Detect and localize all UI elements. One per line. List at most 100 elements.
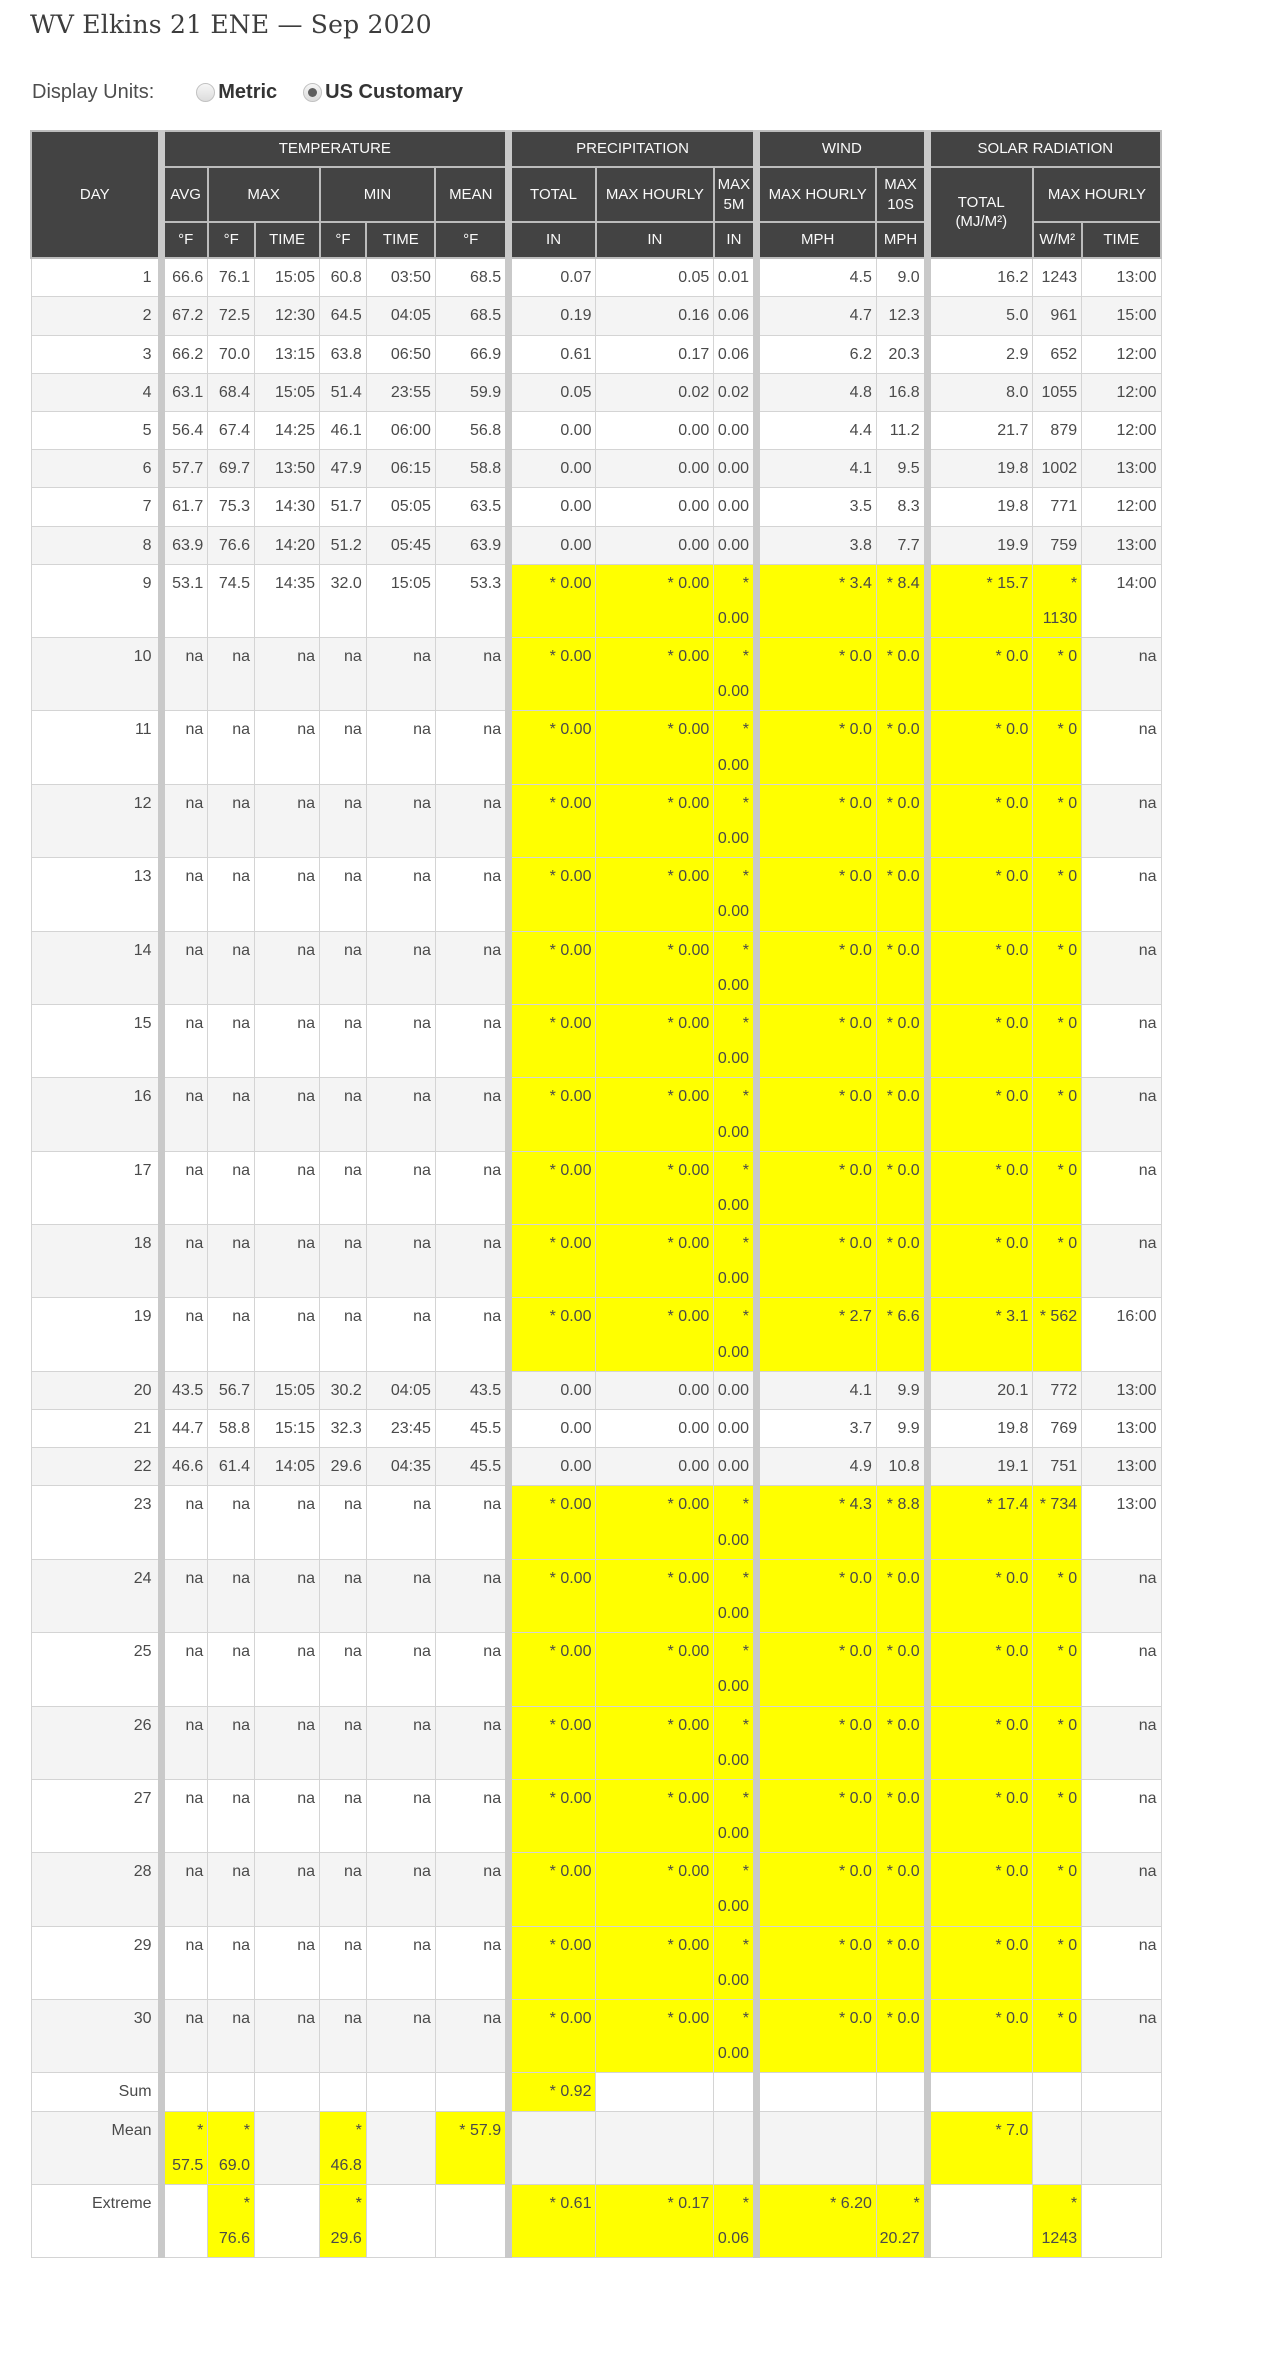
cell-solar-max-time: na (1081, 1852, 1162, 1927)
cell-solar-max-wm2: 772 (1032, 1370, 1083, 1411)
cell-day: 19 (30, 1297, 162, 1372)
cell-wind-max-10s: * 0.0 (875, 1998, 928, 2074)
cell-temp-min-f: 47.9 (319, 449, 367, 489)
cell-wind-max-hourly: * 3.4 (753, 563, 877, 639)
cell-solar-max-wm2: 769 (1032, 1408, 1083, 1449)
cell-solar-max-wm2: 1243 (1032, 257, 1083, 298)
cell-temp-max-f: 76.6 (207, 525, 256, 565)
cell-precip-max-5m: 0.00 (713, 410, 757, 451)
cell-precip-max-5m: * 0.00 (713, 1632, 757, 1707)
cell-temp-avg: na (157, 1632, 209, 1707)
table-body: 1 66.6 76.1 15:05 60.8 03:50 68.5 0.07 0.05 0.01 4… (30, 257, 1162, 2259)
radio-option-us-customary[interactable]: US Customary (303, 81, 463, 104)
table-row: Mean * 57.5 * 69.0 * 46.8 * 57.9 * 7.0 (30, 2110, 1162, 2185)
cell-temp-min-f: na (319, 637, 367, 712)
cell-solar-total: * 0.0 (923, 1003, 1034, 1079)
cell-solar-max-time (1081, 2110, 1162, 2185)
cell-solar-max-time: na (1081, 710, 1162, 785)
cell-wind-max-10s: * 0.0 (875, 1077, 928, 1152)
cell-temp-min-f: na (319, 1558, 367, 1634)
radio-button-us-customary-icon[interactable] (303, 83, 323, 102)
cell-wind-max-hourly: 4.9 (753, 1447, 877, 1487)
cell-solar-total: * 17.4 (923, 1485, 1034, 1560)
cell-wind-max-10s (875, 2110, 928, 2185)
cell-temp-min-f: na (319, 1925, 367, 2001)
table-row: 23 na na na na na na * 0.00 * 0.00 * 0.00 * 4.3 * 8… (30, 1485, 1162, 1560)
cell-wind-max-hourly: 3.7 (753, 1408, 877, 1449)
cell-wind-max-10s: * 0.0 (875, 1150, 928, 1226)
cell-solar-max-wm2: * 734 (1032, 1485, 1083, 1560)
cell-day: Mean (30, 2110, 162, 2185)
cell-solar-max-wm2 (1032, 2072, 1083, 2112)
cell-wind-max-10s: * 20.27 (875, 2183, 928, 2259)
cell-wind-max-hourly: * 0.0 (753, 1558, 877, 1634)
cell-precip-max-5m: * 0.00 (713, 930, 757, 1005)
cell-temp-min-f: na (319, 1297, 367, 1372)
group-header-solar-radiation: SOLAR RADIATION (923, 130, 1162, 168)
cell-temp-min-time (365, 2072, 436, 2112)
cell-solar-max-time: 13:00 (1081, 449, 1162, 489)
cell-temp-max-time: 14:05 (254, 1447, 321, 1487)
cell-wind-max-hourly: * 0.0 (753, 1632, 877, 1707)
cell-day: 21 (30, 1408, 162, 1449)
cell-precip-max-5m: * 0.00 (713, 710, 757, 785)
cell-temp-max-time: na (254, 1705, 321, 1780)
cell-precip-max-hourly: * 0.17 (595, 2183, 715, 2259)
radio-label-us-customary: US Customary (325, 81, 463, 103)
cell-precip-max-5m: 0.00 (713, 487, 757, 527)
unit-header-total-in: IN (505, 221, 597, 260)
cell-precip-max-hourly: 0.00 (595, 1447, 715, 1487)
cell-wind-max-10s: * 0.0 (875, 857, 928, 932)
cell-wind-max-hourly: * 0.0 (753, 1077, 877, 1152)
table-row: 11 na na na na na na * 0.00 * 0.00 * 0.00 * 0.0 * 0… (30, 710, 1162, 785)
cell-precip-max-hourly: * 0.00 (595, 930, 715, 1005)
cell-wind-max-hourly: * 0.0 (753, 1852, 877, 1927)
cell-precip-max-5m: * 0.00 (713, 1998, 757, 2074)
cell-temp-mean: na (434, 1632, 510, 1707)
cell-day: 3 (30, 334, 162, 374)
cell-wind-max-hourly: * 0.0 (753, 1998, 877, 2074)
cell-day: 14 (30, 930, 162, 1005)
cell-temp-mean: na (434, 1297, 510, 1372)
table-row: 22 46.6 61.4 14:05 29.6 04:35 45.5 0.00 0.00 0.00… (30, 1447, 1162, 1487)
cell-precip-total: * 0.00 (505, 1077, 597, 1152)
cell-solar-total: 16.2 (923, 257, 1034, 298)
cell-temp-min-time: 04:05 (365, 296, 436, 336)
cell-solar-max-wm2: * 0 (1032, 1705, 1083, 1780)
cell-wind-max-10s: * 0.0 (875, 930, 928, 1005)
cell-temp-mean: na (434, 1224, 510, 1299)
cell-precip-total: * 0.00 (505, 1558, 597, 1634)
cell-solar-max-time: na (1081, 1998, 1162, 2074)
cell-solar-total (923, 2072, 1034, 2112)
group-header-precipitation: PRECIPITATION (505, 130, 758, 168)
cell-precip-max-5m: * 0.00 (713, 1297, 757, 1372)
col-header-solar-max-hourly: MAX HOURLY (1031, 165, 1163, 224)
cell-temp-min-time: na (365, 637, 436, 712)
cell-temp-mean: 56.8 (434, 410, 510, 451)
group-header-temperature: TEMPERATURE (157, 130, 510, 168)
table-row: 2 67.2 72.5 12:30 64.5 04:05 68.5 0.19 0.16 0.06 4… (30, 296, 1162, 336)
cell-precip-max-hourly: * 0.00 (595, 857, 715, 932)
table-row: Extreme * 76.6 * 29.6 * 0.61 * 0.17 * 0.06 * 6… (30, 2183, 1162, 2259)
cell-temp-max-time: na (254, 783, 321, 859)
col-header-temp-min: MIN (318, 165, 437, 224)
cell-temp-mean: na (434, 1558, 510, 1634)
cell-temp-mean: 45.5 (434, 1408, 510, 1449)
cell-temp-mean: na (434, 1150, 510, 1226)
radio-button-metric-icon[interactable] (196, 83, 216, 102)
cell-solar-max-wm2: * 0 (1032, 1925, 1083, 2001)
cell-precip-max-hourly (595, 2110, 715, 2185)
col-header-temp-max: MAX (206, 165, 321, 224)
cell-precip-max-5m: 0.00 (713, 1370, 757, 1411)
cell-day: Extreme (30, 2183, 162, 2259)
table-row: 12 na na na na na na * 0.00 * 0.00 * 0.00 * 0.0 * 0… (30, 783, 1162, 859)
cell-day: 22 (30, 1447, 162, 1487)
cell-temp-min-time: na (365, 1998, 436, 2074)
cell-solar-total: 19.8 (923, 1408, 1034, 1449)
radio-option-metric[interactable]: Metric (196, 81, 277, 104)
cell-temp-avg: 43.5 (157, 1370, 209, 1411)
cell-temp-min-f: na (319, 857, 367, 932)
cell-temp-mean: na (434, 783, 510, 859)
cell-temp-max-time: 14:20 (254, 525, 321, 565)
cell-precip-total: * 0.00 (505, 1925, 597, 2001)
